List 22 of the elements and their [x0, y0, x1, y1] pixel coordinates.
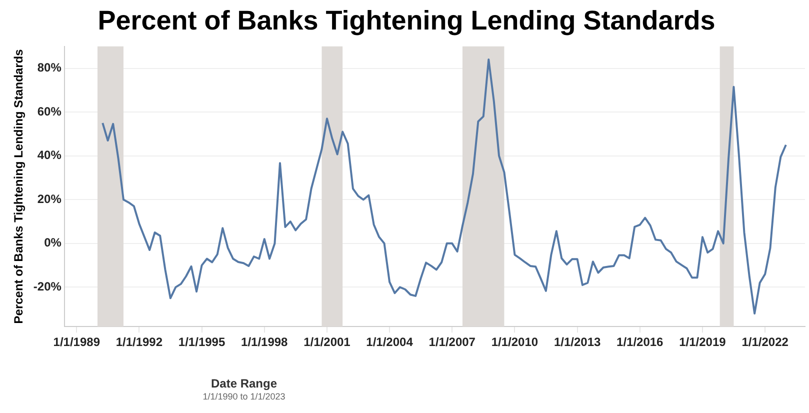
- x-tick-label: 1/1/1992: [116, 335, 163, 350]
- x-tick-label: 1/1/2007: [428, 335, 476, 350]
- x-tick-label: 1/1/2004: [366, 335, 414, 350]
- y-tick-label: 60%: [37, 104, 62, 118]
- chart-title: Percent of Banks Tightening Lending Standards: [98, 6, 716, 36]
- text: 1/1/1990 to 1/1/2023: [202, 391, 286, 402]
- y-tick-label: 20%: [37, 192, 62, 206]
- x-tick-label: 1/1/1989: [53, 335, 100, 350]
- x-tick-label: 1/1/2001: [304, 335, 351, 350]
- y-tick-label: 80%: [37, 60, 62, 75]
- y-tick-label: -20%: [33, 280, 62, 294]
- x-tick-label: 1/1/2013: [554, 335, 602, 350]
- x-tick-label: 1/1/1998: [241, 335, 288, 350]
- x-tick-label: 1/1/2016: [616, 335, 664, 350]
- y-axis-title: Percent of Banks Tightening Lending Standards: [12, 48, 26, 324]
- x-tick-label: 1/1/2022: [742, 335, 789, 350]
- y-tick-label: 40%: [37, 148, 62, 162]
- x-tick-label: 1/1/2010: [491, 335, 538, 350]
- text: Date Range: [210, 376, 278, 390]
- x-tick-label: 1/1/2019: [679, 335, 726, 350]
- y-tick-label: 0%: [44, 236, 62, 250]
- x-tick-label: 1/1/1995: [178, 335, 226, 350]
